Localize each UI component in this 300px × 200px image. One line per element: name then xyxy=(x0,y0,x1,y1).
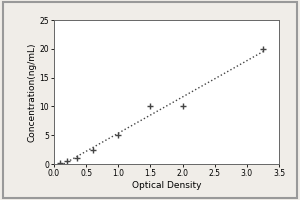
Y-axis label: Concentration(ng/mL): Concentration(ng/mL) xyxy=(28,42,37,142)
X-axis label: Optical Density: Optical Density xyxy=(132,181,201,190)
